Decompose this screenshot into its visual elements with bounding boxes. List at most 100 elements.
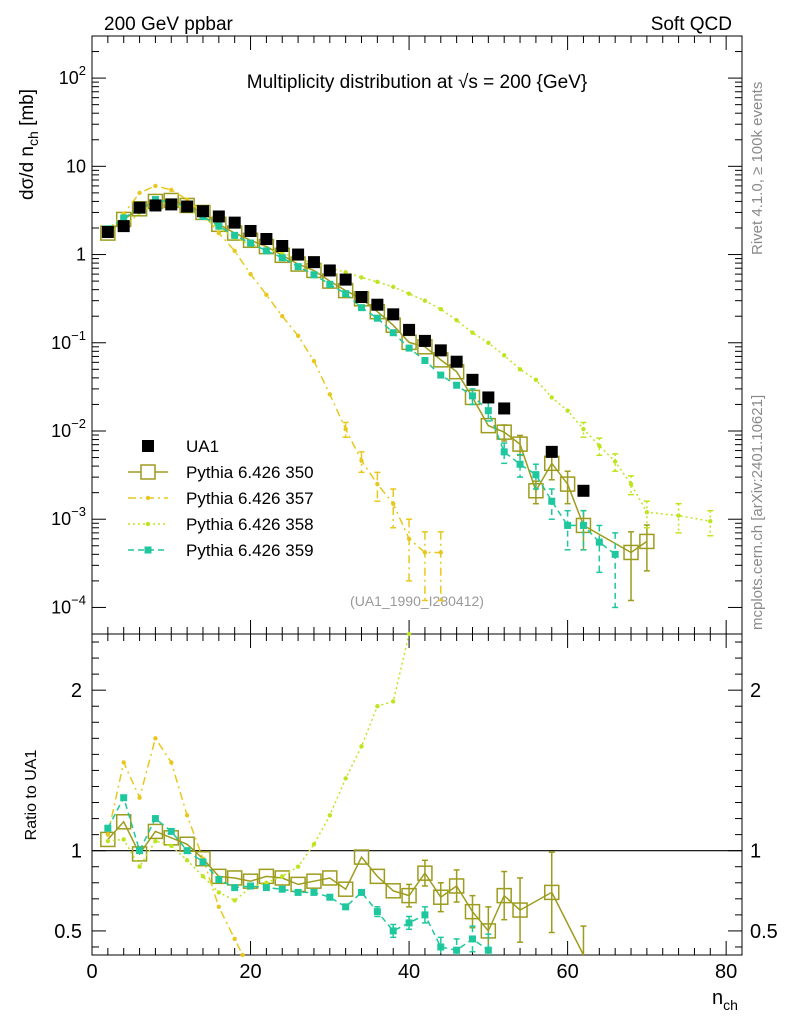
data-point [450, 355, 463, 368]
header-right-label: Soft QCD [651, 14, 732, 35]
data-point [274, 870, 290, 886]
data-point [184, 858, 190, 863]
chart-title: Multiplicity distribution at √s = 200 {G… [247, 72, 587, 93]
data-point [244, 224, 257, 237]
data-point [327, 392, 333, 397]
data-point [358, 888, 366, 896]
data-point [120, 794, 128, 802]
legend-entry: UA1 [142, 437, 219, 456]
data-point [405, 344, 413, 352]
ratio-y-tick-label: 2 [71, 680, 82, 702]
data-point [343, 776, 348, 781]
data-point [373, 908, 381, 916]
data-point [216, 904, 222, 910]
data-point [183, 847, 191, 855]
data-point [228, 216, 241, 229]
data-point [215, 222, 223, 230]
data-point [262, 247, 270, 255]
legend-label: Pythia 6.426 359 [186, 541, 314, 560]
data-point [391, 501, 396, 506]
series-pythia-6-426-357 [105, 736, 245, 958]
data-point [517, 367, 523, 372]
mcplots-site-label: mcplots.cern.ch [arXiv:2401.10621] [749, 395, 766, 630]
legend-marker [145, 495, 151, 501]
data-point [406, 536, 412, 541]
data-point [437, 943, 445, 951]
x-tick-label: 0 [86, 961, 97, 983]
data-point [149, 199, 162, 212]
data-point [421, 356, 429, 364]
data-point [628, 481, 634, 487]
data-point [247, 882, 255, 890]
y-tick-label: 10−2 [51, 416, 86, 441]
data-point [326, 280, 334, 288]
data-point [343, 270, 348, 275]
data-point [280, 314, 285, 319]
data-point [167, 827, 175, 835]
data-point [199, 858, 207, 866]
data-point [131, 846, 148, 862]
data-point [501, 353, 507, 358]
data-point [276, 239, 289, 252]
legend-label: UA1 [186, 437, 219, 456]
y-tick-label: 10−4 [51, 592, 86, 617]
data-point [248, 271, 253, 277]
y-tick-label: 10 [66, 156, 86, 176]
x-tick-label: 40 [398, 961, 420, 983]
data-point [482, 391, 495, 404]
data-point [403, 323, 416, 336]
y-tick-label: 102 [59, 63, 86, 88]
data-point [169, 760, 174, 765]
data-point [355, 291, 368, 304]
data-point [216, 230, 222, 236]
data-point [280, 874, 285, 879]
data-point [676, 513, 681, 518]
data-point [153, 736, 158, 741]
data-point [559, 476, 576, 492]
data-point [153, 183, 158, 189]
data-point [231, 884, 239, 892]
main-panel: Multiplicity distribution at √s = 200 {G… [17, 35, 743, 635]
data-point [211, 868, 227, 885]
data-point [231, 231, 239, 239]
data-point [438, 307, 443, 312]
data-point [422, 298, 428, 303]
data-point [195, 850, 211, 867]
data-point [373, 314, 381, 322]
data-point [438, 550, 443, 555]
data-point [294, 888, 302, 896]
x-tick-label: 60 [556, 961, 578, 983]
data-point [184, 813, 190, 818]
data-point [137, 864, 142, 869]
data-point [375, 704, 380, 709]
data-point [387, 308, 400, 321]
data-point [196, 205, 209, 218]
data-point [512, 436, 528, 452]
data-point [453, 381, 461, 389]
data-point [644, 510, 650, 515]
data-point [401, 887, 417, 904]
data-point [295, 333, 301, 338]
y-axis-label-text: dσ/d nch [mb] [17, 89, 41, 200]
data-point [323, 264, 336, 277]
ratio-y-tick-label: 1 [71, 841, 82, 863]
data-point [232, 898, 237, 903]
data-point [264, 880, 269, 885]
data-point [434, 344, 447, 357]
data-point [232, 248, 237, 254]
ratio-panel: Ratio to UA1 0.5 0.51 12 20 20 40 60 80 [23, 631, 778, 983]
data-point [121, 760, 126, 765]
data-point [117, 220, 130, 233]
series-pythia-6-426-357 [105, 183, 444, 602]
legend: UA1 Pythia 6.426 350 Pythia 6.426 357 Pythi… [128, 437, 314, 560]
data-point [484, 946, 492, 954]
data-point [418, 334, 431, 347]
data-point [581, 426, 586, 432]
data-point [306, 873, 322, 889]
ratio-frame [91, 633, 743, 956]
data-point [359, 458, 364, 463]
data-point [115, 814, 132, 830]
data-point [371, 298, 384, 311]
data-point [137, 190, 142, 196]
series-pythia-6-426-359 [104, 196, 619, 609]
